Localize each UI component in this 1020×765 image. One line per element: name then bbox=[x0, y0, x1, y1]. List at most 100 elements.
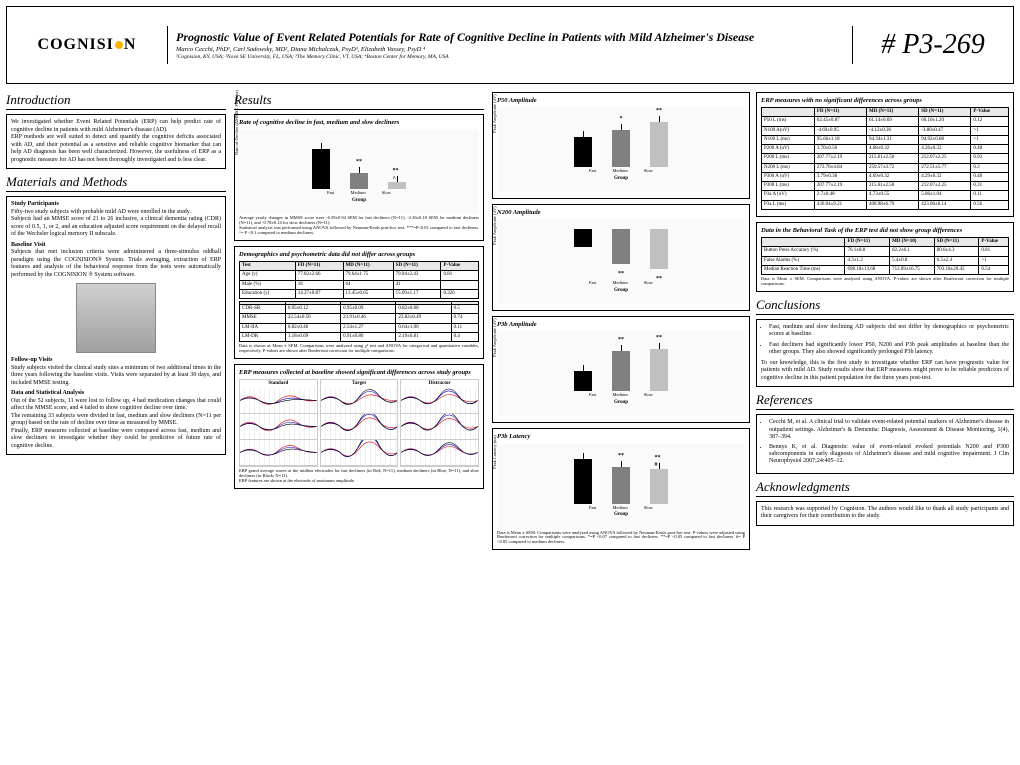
bar-n200-med: ** bbox=[612, 229, 630, 264]
fig1-caption: Average yearly changes in MMSE score wer… bbox=[239, 216, 479, 236]
bar-p3blat-med: ** bbox=[612, 467, 630, 504]
bar-n200-slow: ** bbox=[650, 229, 668, 269]
methods-heading: Materials and Methods bbox=[6, 174, 226, 192]
ref-1: Cecchi M, et al. A clinical trial to val… bbox=[769, 419, 1009, 441]
concl-para: To our knowledge, this is the first stud… bbox=[761, 360, 1009, 383]
baseline-text: Subjects that met inclusion criteria wer… bbox=[11, 249, 221, 279]
bar-p50-slow: ** bbox=[650, 122, 668, 167]
decline-box: Rate of cognitive decline in fast, mediu… bbox=[234, 114, 484, 241]
followup-text: Study subjects visited the clinical stud… bbox=[11, 365, 221, 388]
bar-n200-fast bbox=[574, 229, 592, 247]
chart-n200: Peak Amplitude (uV) ** ** FastMediumSlow… bbox=[497, 219, 745, 304]
methods-box: Study Participants Fifty-two study subje… bbox=[6, 196, 226, 455]
wave-fz-std bbox=[240, 388, 317, 414]
concl-1: Fast, medium and slow declining AD subje… bbox=[769, 324, 1009, 339]
p3b-lat-title: P3b Latency bbox=[497, 433, 745, 441]
headset-image bbox=[76, 283, 156, 353]
concl-2: Fast decliners had significantly lower P… bbox=[769, 342, 1009, 357]
table-demo: TestFD (N=11)MD (N=11)SD (N=11)P-ValueAg… bbox=[239, 261, 479, 299]
poster-title: Prognostic Value of Event Related Potent… bbox=[176, 30, 844, 44]
wave-col-dis: Distractor bbox=[400, 379, 479, 467]
col-mid: Results Rate of cognitive decline in fas… bbox=[234, 92, 484, 555]
group-label: Group bbox=[352, 198, 366, 204]
p50-title: P50 Amplitude bbox=[497, 97, 745, 105]
participants-head: Study Participants bbox=[11, 201, 221, 209]
wave-cz-std bbox=[240, 414, 317, 440]
refs-list: Cecchi M, et al. A clinical trial to val… bbox=[761, 419, 1009, 465]
bar-p3b-fast bbox=[574, 371, 592, 391]
ack-heading: Acknowledgments bbox=[756, 479, 1014, 497]
wave-col-std: Standard bbox=[239, 379, 318, 467]
col-left: Introduction We investigated whether Eve… bbox=[6, 92, 226, 555]
beh-title: Data in the Behavioral Task of the ERP t… bbox=[761, 227, 1009, 235]
content: Introduction We investigated whether Eve… bbox=[6, 92, 1014, 555]
wave-fz-tgt bbox=[321, 388, 398, 414]
bar-p3blat-slow: ** # bbox=[650, 469, 668, 504]
bar-p3blat-fast bbox=[574, 459, 592, 504]
ref-2: Bennys K, et al. Diagnostic value of eve… bbox=[769, 444, 1009, 466]
header: COGNISIN Prognostic Value of Event Relat… bbox=[6, 6, 1014, 84]
p3b-box: P3b Amplitude Peak Amplitude (uV) ** ** … bbox=[492, 316, 750, 423]
wave-hdr-dis: Distractor bbox=[401, 380, 478, 388]
intro-box: We investigated whether Event Related Po… bbox=[6, 114, 226, 169]
conclusions-heading: Conclusions bbox=[756, 297, 1014, 315]
references-box: Cecchi M, et al. A clinical trial to val… bbox=[756, 414, 1014, 473]
xtick-decline: FastMediumSlow bbox=[327, 190, 391, 196]
n200-title: N200 Amplitude bbox=[497, 209, 745, 217]
bar-medium: ** bbox=[350, 173, 368, 189]
bar-p3b-slow: ** bbox=[650, 349, 668, 391]
logo: COGNISIN bbox=[7, 36, 167, 54]
table-caption: Data is shown as Mean ± SEM. Comparisons… bbox=[239, 344, 479, 354]
chart-p3b-lat: Peak Latency (ms) ** ** # FastMediumSlow… bbox=[497, 444, 745, 529]
title-box: Prognostic Value of Event Related Potent… bbox=[167, 26, 853, 64]
bar-p3b-med: ** bbox=[612, 351, 630, 391]
beh-box: Data in the Behavioral Task of the ERP t… bbox=[756, 222, 1014, 292]
stats-head: Data and Statistical Analysis bbox=[11, 390, 221, 398]
beh-caption: Data is Mean ± SEM. Comparisons were ana… bbox=[761, 277, 1009, 287]
wave-caption: ERP grand average waves at the midline e… bbox=[239, 469, 479, 484]
chart-p3b: Peak Amplitude (uV) ** ** FastMediumSlow… bbox=[497, 331, 745, 416]
stats-text: Out of the 52 subjects, 11 were lost to … bbox=[11, 398, 221, 451]
p50-box: P50 Amplitude Peak Amplitude (uV) * ** F… bbox=[492, 92, 750, 199]
intro-text: We investigated whether Event Related Po… bbox=[11, 119, 221, 163]
nosig-title: ERP measures with no significant differe… bbox=[761, 97, 1009, 105]
col-right: P50 Amplitude Peak Amplitude (uV) * ** F… bbox=[492, 92, 1014, 555]
table-psych: CDR-SB0.95±0.120.95±0.090.82±0.080.5MMSE… bbox=[239, 301, 479, 342]
table-nosig: FD (N=11)MD (N=11)SD (N=11)P-ValueP50 L … bbox=[761, 107, 1009, 210]
erp-title: ERP measures collected at baseline showe… bbox=[239, 369, 479, 377]
waveforms: Standard Target Distractor bbox=[239, 379, 479, 467]
intro-heading: Introduction bbox=[6, 92, 226, 110]
demo-box: Demographics and psychometric data did n… bbox=[234, 246, 484, 359]
wave-hdr-std: Standard bbox=[240, 380, 317, 388]
wave-hdr-tgt: Target bbox=[321, 380, 398, 388]
references-heading: References bbox=[756, 392, 1014, 410]
chart-p50: Peak Amplitude (uV) * ** FastMediumSlow … bbox=[497, 107, 745, 192]
wave-cz-tgt bbox=[321, 414, 398, 440]
ylabel-decline: Rate of Decline (ΔMMSE Pts/Year) bbox=[234, 90, 240, 155]
p3b-title: P3b Amplitude bbox=[497, 321, 745, 329]
fig1-title: Rate of cognitive decline in fast, mediu… bbox=[239, 119, 479, 127]
poster-root: COGNISIN Prognostic Value of Event Relat… bbox=[0, 0, 1020, 765]
participants-text: Fifty-two study subjects with probable m… bbox=[11, 209, 221, 239]
n200-box: N200 Amplitude Peak Amplitude (uV) ** **… bbox=[492, 204, 750, 311]
wave-pz-dis bbox=[401, 440, 478, 466]
erp-waves-box: ERP measures collected at baseline showe… bbox=[234, 364, 484, 489]
bar-slow: ** ^ bbox=[388, 182, 406, 189]
authors: Marco Cecchi, PhD¹, Carl Sadowsky, MD², … bbox=[176, 46, 844, 53]
table-beh: FD (N=11)MD (N=10)SD (N=11)P-ValueButton… bbox=[761, 237, 1009, 275]
poster-number: # P3-269 bbox=[853, 29, 1013, 61]
baseline-head: Baseline Visit bbox=[11, 242, 221, 250]
affiliations: ¹Cognision, KY, USA; ²Nova SE University… bbox=[176, 54, 844, 60]
conclusions-list: Fast, medium and slow declining AD subje… bbox=[761, 324, 1009, 357]
ack-text: This research was supported by Cognision… bbox=[761, 506, 1009, 520]
results-heading: Results bbox=[234, 92, 484, 110]
p3b-lat-caption: Data is Mean ± SEM. Comparisons were ana… bbox=[497, 531, 745, 546]
wave-cz-dis bbox=[401, 414, 478, 440]
p3b-lat-box: P3b Latency Peak Latency (ms) ** ** # Fa… bbox=[492, 428, 750, 550]
bar-p50-med: * bbox=[612, 130, 630, 167]
bar-p50-fast bbox=[574, 137, 592, 167]
conclusions-box: Fast, medium and slow declining AD subje… bbox=[756, 319, 1014, 388]
wave-fz-dis bbox=[401, 388, 478, 414]
followup-head: Follow-up Visits bbox=[11, 357, 221, 365]
wave-col-tgt: Target bbox=[320, 379, 399, 467]
